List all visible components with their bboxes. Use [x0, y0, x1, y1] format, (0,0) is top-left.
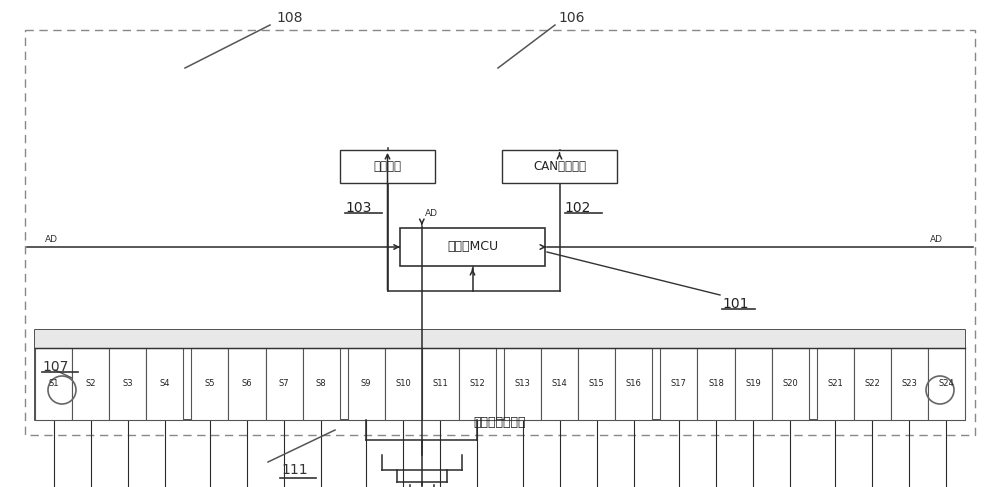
- Text: 111: 111: [282, 463, 308, 477]
- Text: S1: S1: [48, 379, 59, 389]
- Bar: [697, 348, 735, 420]
- Text: S9: S9: [361, 379, 371, 389]
- Text: 107: 107: [42, 360, 68, 374]
- Text: 103: 103: [345, 201, 371, 215]
- Text: 101: 101: [722, 297, 748, 311]
- Text: S11: S11: [432, 379, 448, 389]
- Text: S21: S21: [827, 379, 843, 389]
- Text: S18: S18: [708, 379, 724, 389]
- Text: S23: S23: [901, 379, 917, 389]
- Text: S19: S19: [745, 379, 761, 389]
- Bar: [109, 348, 146, 420]
- Bar: [25, 30, 975, 435]
- Bar: [400, 228, 545, 266]
- Text: S3: S3: [122, 379, 133, 389]
- Text: AD: AD: [425, 209, 438, 218]
- Bar: [385, 348, 422, 420]
- Text: 106: 106: [559, 11, 585, 25]
- Text: S4: S4: [160, 379, 170, 389]
- Bar: [817, 348, 854, 420]
- Bar: [660, 348, 697, 420]
- Bar: [35, 330, 965, 348]
- Bar: [735, 348, 772, 420]
- Text: S6: S6: [242, 379, 252, 389]
- Text: S22: S22: [864, 379, 880, 389]
- Text: 102: 102: [564, 201, 591, 215]
- Text: S2: S2: [85, 379, 96, 389]
- Text: S15: S15: [589, 379, 605, 389]
- Bar: [266, 348, 303, 420]
- Bar: [35, 330, 965, 420]
- Bar: [504, 348, 541, 420]
- Bar: [72, 348, 109, 420]
- Bar: [854, 348, 891, 420]
- Text: S8: S8: [316, 379, 326, 389]
- Text: S24: S24: [939, 379, 954, 389]
- Bar: [459, 348, 496, 420]
- Bar: [541, 348, 578, 420]
- Text: 传感器MCU: 传感器MCU: [447, 241, 498, 254]
- Bar: [502, 150, 617, 183]
- Text: S12: S12: [470, 379, 485, 389]
- Bar: [35, 348, 72, 420]
- Bar: [303, 348, 340, 420]
- Bar: [348, 348, 385, 420]
- Text: AD: AD: [930, 235, 943, 244]
- Text: S7: S7: [279, 379, 289, 389]
- Text: 多路灰度传感器: 多路灰度传感器: [474, 416, 526, 430]
- Text: 108: 108: [277, 11, 303, 25]
- Bar: [146, 348, 183, 420]
- Bar: [422, 348, 459, 420]
- Bar: [928, 348, 965, 420]
- Bar: [891, 348, 928, 420]
- Text: S20: S20: [782, 379, 798, 389]
- Text: S14: S14: [552, 379, 567, 389]
- Text: S17: S17: [671, 379, 687, 389]
- Bar: [340, 150, 435, 183]
- Text: S13: S13: [515, 379, 530, 389]
- Text: 电源稳压: 电源稳压: [374, 160, 402, 173]
- Bar: [615, 348, 652, 420]
- Text: CAN总线接口: CAN总线接口: [533, 160, 586, 173]
- Bar: [578, 348, 615, 420]
- Bar: [191, 348, 228, 420]
- Text: S10: S10: [395, 379, 411, 389]
- Text: S16: S16: [626, 379, 642, 389]
- Text: AD: AD: [45, 235, 58, 244]
- Bar: [772, 348, 809, 420]
- Text: S5: S5: [205, 379, 215, 389]
- Bar: [228, 348, 266, 420]
